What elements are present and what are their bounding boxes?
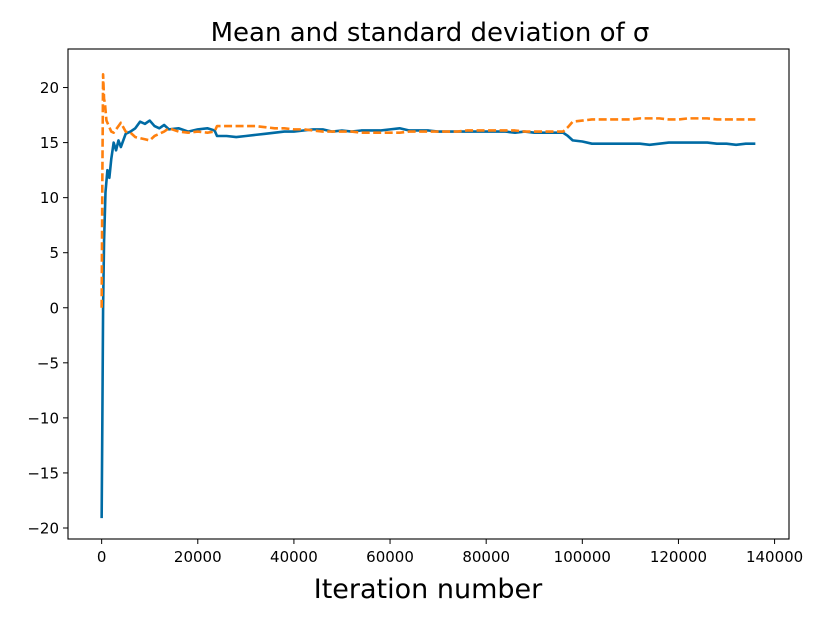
y-tick-label: −10: [27, 409, 59, 427]
y-tick-label: 20: [40, 79, 59, 97]
x-tick-label: 140000: [746, 548, 803, 566]
y-tick-label: 10: [40, 189, 59, 207]
x-axis: 0 20000 40000 60000 80000 100000 120000 140000: [97, 539, 803, 566]
x-tick-label: 120000: [650, 548, 707, 566]
y-tick-label: −20: [27, 519, 59, 537]
y-tick-label: 0: [49, 299, 59, 317]
series-line-standard-deviation: [100, 73, 756, 308]
plot-frame: [67, 48, 790, 540]
x-tick-label: 80000: [462, 548, 510, 566]
y-axis: −20 −15 −10 −5 0 5 10 15 20: [27, 79, 68, 537]
x-tick-label: 100000: [554, 548, 611, 566]
x-axis-label: Iteration number: [314, 574, 543, 605]
y-tick-label: −5: [37, 354, 59, 372]
y-tick-label: −15: [27, 464, 59, 482]
x-tick-label: 60000: [366, 548, 414, 566]
plot-lines: [100, 73, 756, 519]
x-tick-label: 0: [97, 548, 107, 566]
y-tick-label: 5: [49, 244, 59, 262]
chart-title: Mean and standard deviation of σ: [211, 18, 650, 48]
x-tick-label: 40000: [270, 548, 318, 566]
x-tick-label: 20000: [174, 548, 222, 566]
y-tick-label: 15: [40, 134, 59, 152]
series-line-mean: [100, 119, 756, 519]
